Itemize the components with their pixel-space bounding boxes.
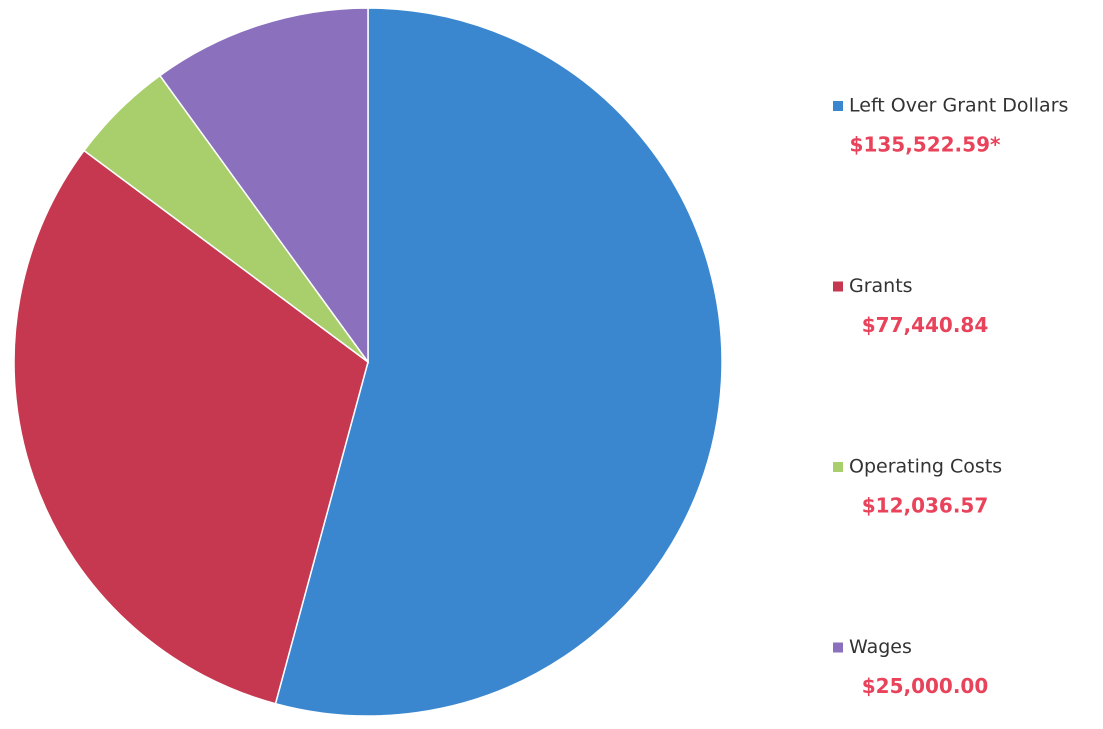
legend-label: Left Over Grant Dollars (849, 95, 1068, 117)
legend-swatch (833, 642, 843, 653)
legend-swatch (833, 462, 843, 472)
pie-slice (13, 149, 369, 705)
value-label: $77,440.84 (862, 313, 989, 337)
value-label: $25,000.00 (862, 674, 989, 698)
legend-swatch (833, 281, 843, 292)
legend-swatch (833, 101, 843, 111)
legend-label: Grants (849, 275, 913, 297)
value-label: $12,036.57 (862, 494, 989, 518)
pie-slice (274, 7, 723, 717)
legend-label: Wages (849, 636, 912, 658)
legend-label: Operating Costs (849, 456, 1002, 478)
pie-slice (158, 7, 369, 365)
value-label: $135,522.59* (850, 133, 1001, 157)
